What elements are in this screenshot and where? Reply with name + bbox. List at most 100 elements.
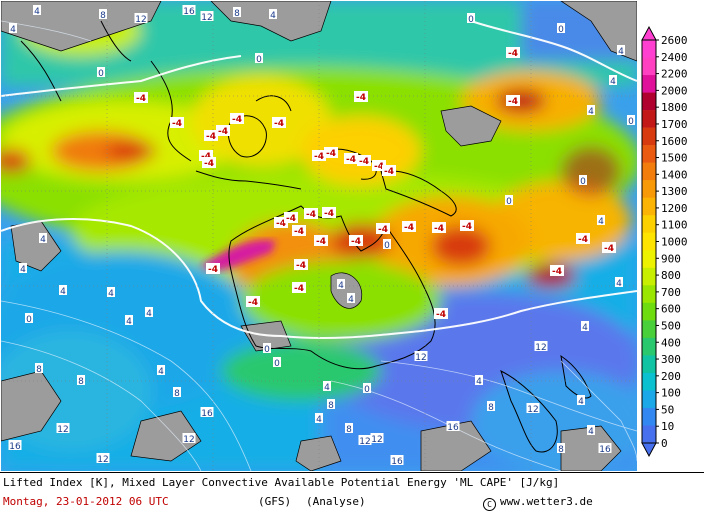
positive-label: 4 [578,397,584,407]
legend-tick-label: 100 [661,387,681,400]
positive-label: 12 [359,437,370,447]
caption-footer: Lifted Index [K], Mixed Layer Convective… [0,472,704,514]
negative-label: -4 [356,93,366,103]
positive-label: 12 [97,455,108,465]
positive-label: 16 [391,457,403,467]
positive-label: 4 [10,25,16,35]
positive-label: 12 [201,13,212,23]
positive-label-box [557,23,565,33]
negative-label: -4 [508,97,518,107]
positive-label: 0 [98,69,104,79]
negative-label-box [357,155,371,166]
positive-label-box [383,239,391,249]
positive-label-box [587,425,595,435]
negative-label: -4 [172,119,182,129]
positive-label: 0 [26,315,32,325]
positive-label: 4 [126,317,132,327]
legend-top-arrow [641,25,657,41]
positive-label-box [505,195,513,205]
positive-label-box [145,307,153,317]
positive-label: 8 [488,403,494,413]
legend-tick-label: 700 [661,286,681,299]
negative-label-box [134,92,148,103]
negative-label-box [274,217,288,228]
negative-label-box [230,113,244,124]
positive-label: 4 [338,281,344,291]
negative-label: -4 [314,152,324,162]
negative-label-box [304,208,318,219]
positive-label: 4 [610,77,616,87]
positive-label: 16 [447,423,459,433]
negative-label-box [322,207,336,218]
positive-label-box [107,287,115,297]
positive-label: 16 [201,409,213,419]
positive-label: 12 [415,353,426,363]
negative-label-box [460,220,474,231]
negative-label-box [292,282,306,293]
legend-band [642,92,656,111]
positive-label-box [33,5,41,15]
negative-label: -4 [248,298,258,308]
positive-label: 4 [20,265,26,275]
positive-label-box [99,9,107,19]
positive-label: 8 [328,401,334,411]
positive-label: 12 [535,343,546,353]
positive-label-box [526,403,540,413]
negative-label-box [434,308,448,319]
legend-band [642,267,656,286]
legend-band [642,145,656,163]
legend-tick-label: 800 [661,269,681,282]
negative-label-box [314,235,328,246]
legend-band [642,285,656,304]
negative-label: -4 [204,159,214,169]
negative-label: -4 [276,219,286,229]
legend-band [642,162,656,181]
negative-label-box [602,242,616,253]
legend-band [642,57,656,76]
negative-label-box [506,95,520,106]
legend-tick-label: 1300 [661,185,688,198]
positive-label: 4 [34,7,40,17]
negative-label-box [382,165,396,176]
legend-tick-label: 1200 [661,202,688,215]
legend-band [642,250,656,269]
positive-label-box [345,423,353,433]
positive-label: 8 [558,445,564,455]
positive-label: 4 [348,295,354,305]
positive-label: 0 [628,117,634,127]
positive-label-box [25,313,33,323]
legend-band [642,75,656,93]
negative-label-box [372,160,386,171]
legend-tick-label: 1800 [661,101,688,114]
negative-label: -4 [552,267,562,277]
legend-tick-label: 10 [661,420,674,433]
positive-label-box [446,421,460,431]
positive-label-box [587,105,595,115]
positive-label: 4 [40,235,46,245]
negative-label: -4 [294,227,304,237]
positive-label-box [56,423,70,433]
negative-label: -4 [324,209,334,219]
positive-label-box [182,5,196,15]
legend-band [642,425,656,444]
legend-band [642,127,656,146]
positive-label: 16 [599,445,611,455]
negative-label: -4 [326,149,336,159]
negative-label-box [432,222,446,233]
legend-tick-label: 2000 [661,84,688,97]
negative-lifted-index-labels: -4-4 -4-4 -4-4-4-4-4 -4-4 -4 -4 -4-4-4-4 -4 -4 -4… [134,47,616,320]
negative-label-box [312,150,326,161]
negative-label: -4 [218,127,228,137]
positive-label-box [173,387,181,397]
negative-label: -4 [206,132,216,142]
positive-label-box [534,341,548,351]
positive-label: 12 [183,435,194,445]
negative-label-box [354,91,368,102]
legend-tick-label: 2200 [661,68,688,81]
positive-label-box [358,435,372,445]
negative-label: -4 [508,49,518,59]
positive-label: 4 [598,217,604,227]
positive-label: 16 [9,442,21,452]
negative-label-box [292,225,306,236]
positive-label-box [200,11,214,21]
